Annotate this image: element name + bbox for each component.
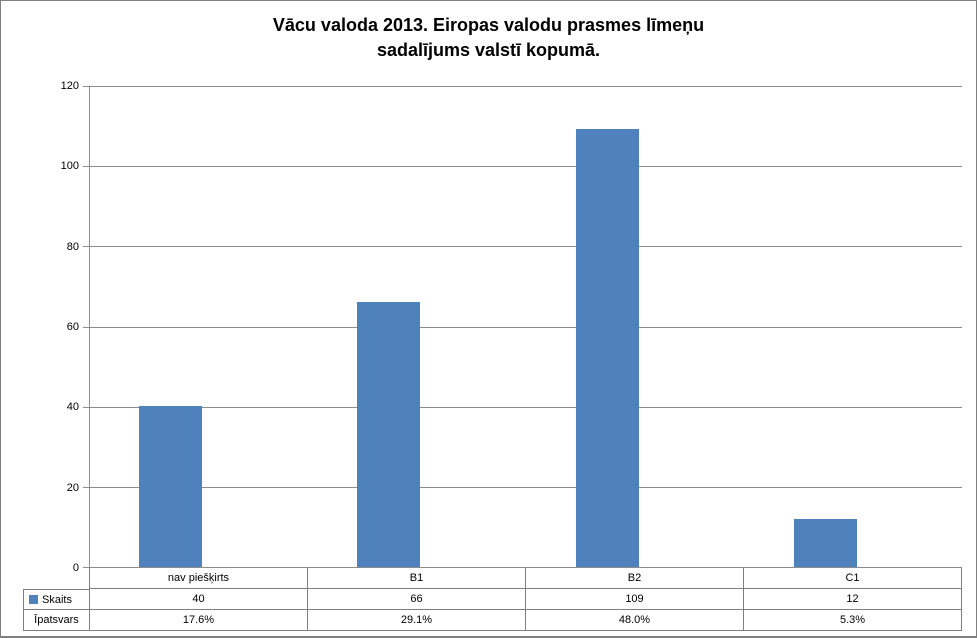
chart-title-line1: Vācu valoda 2013. Eiropas valodu prasmes… — [272, 15, 705, 35]
category-label: nav piešķirts — [90, 568, 308, 589]
y-axis-tick — [83, 406, 89, 408]
legend-key-icon — [29, 595, 38, 604]
y-axis-tick — [83, 86, 89, 87]
plot-area — [83, 86, 962, 568]
y-axis-tick — [83, 326, 89, 328]
table-cell: 17.6% — [90, 610, 308, 631]
category-label: B1 — [308, 568, 526, 589]
y-axis-tick — [83, 166, 89, 168]
row-label-text: Skaits — [42, 593, 72, 606]
y-axis-tick-label: 100 — [60, 160, 79, 173]
table-row-ipatsvars: Īpatsvars 17.6% 29.1% 48.0% 5.3% — [23, 610, 962, 631]
bar-nav-pieskirts — [139, 406, 202, 567]
table-cell: 5.3% — [744, 610, 962, 631]
gridline — [90, 246, 962, 248]
row-label-text: Īpatsvars — [34, 614, 79, 626]
chart-title-line2: sadalījums valstī kopumā. — [376, 40, 601, 60]
gridline — [90, 166, 962, 168]
gridline — [90, 326, 962, 328]
bar-c1 — [793, 518, 857, 567]
chart-title: Vācu valoda 2013. Eiropas valodu prasmes… — [1, 13, 976, 63]
y-axis-tick — [83, 486, 89, 488]
gridline — [90, 86, 962, 87]
y-axis-tick-label: 60 — [66, 321, 79, 333]
row-label-ipatsvars: Īpatsvars — [24, 610, 90, 631]
table-cell: 12 — [744, 589, 962, 610]
bar-b2 — [575, 129, 639, 567]
y-axis-tick-label: 40 — [66, 401, 79, 414]
row-label-skaits: Skaits — [24, 589, 90, 610]
y-axis-tick — [83, 246, 89, 248]
gridline — [90, 406, 962, 408]
y-axis-tick-label: 120 — [60, 80, 79, 92]
category-row: nav piešķirts B1 B2 C1 — [89, 568, 962, 589]
y-axis-tick — [83, 567, 89, 568]
category-label: B2 — [526, 568, 744, 589]
table-row-skaits: Skaits 40 66 109 12 — [23, 589, 962, 610]
table-cell: 66 — [308, 589, 526, 610]
y-axis-tick-label: 80 — [66, 240, 79, 253]
table-cell: 29.1% — [308, 610, 526, 631]
category-label: C1 — [744, 568, 962, 589]
table-cell: 109 — [526, 589, 744, 610]
bar-b1 — [357, 301, 421, 567]
gridline — [90, 486, 962, 488]
table-cell: 48.0% — [526, 610, 744, 631]
table-cell: 40 — [90, 589, 308, 610]
y-axis-tick-label: 20 — [66, 481, 79, 494]
y-axis-labels: 120 100 80 60 40 20 0 — [1, 80, 79, 574]
y-axis-tick-label: 0 — [72, 562, 79, 574]
